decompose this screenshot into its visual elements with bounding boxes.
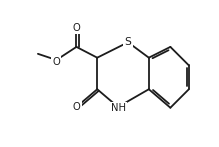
Text: O: O [72, 102, 80, 112]
Text: O: O [72, 23, 80, 33]
Text: NH: NH [111, 103, 125, 113]
Text: S: S [125, 37, 131, 47]
Text: O: O [53, 57, 60, 67]
